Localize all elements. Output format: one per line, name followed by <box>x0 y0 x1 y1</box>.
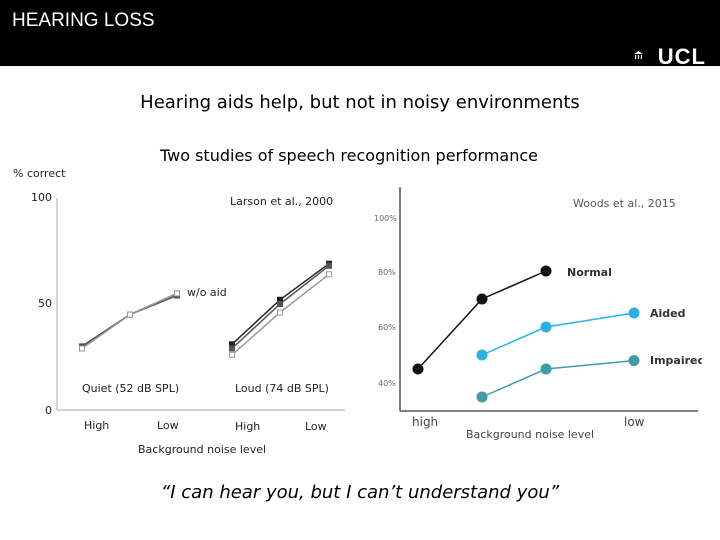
left-series-2-point <box>277 301 283 307</box>
right-ytick-60: 60% <box>378 323 396 332</box>
title-bar: HEARING LOSS UCL <box>0 0 720 69</box>
left-xtick-loud-high: High <box>235 420 261 433</box>
slide-subtitle: Hearing aids help, but not in noisy envi… <box>140 92 580 113</box>
right-xtick-low: low <box>624 415 645 429</box>
left-xtick-quiet-high: High <box>84 419 110 432</box>
right-ytick-100: 100% <box>374 214 397 223</box>
left-xtick-loud-low: Low <box>305 420 327 433</box>
right-series-impaired-point <box>476 391 488 403</box>
left-chart-axes <box>56 198 345 411</box>
left-series-3-point <box>174 290 180 297</box>
right-ytick-40: 40% <box>378 379 396 388</box>
header-title: HEARING LOSS <box>12 10 155 31</box>
right-series-normal-point <box>476 293 488 305</box>
right-series-normal-point <box>540 265 552 277</box>
left-ytick-50: 50 <box>38 297 52 310</box>
left-chart-ylabel: % correct <box>13 167 66 180</box>
left-series-2-line-loud <box>231 265 330 350</box>
left-series-3-point <box>326 271 332 278</box>
left-study-label: Larson et al., 2000 <box>230 195 334 208</box>
left-group-quiet: Quiet (52 dB SPL) <box>82 382 180 395</box>
right-series-normal-point <box>412 363 424 375</box>
left-xtick-quiet-low: Low <box>157 419 179 432</box>
right-xtick-high: high <box>412 415 438 429</box>
right-chart: Woods et al., 2015 100% 80% 60% 40% high… <box>368 183 702 445</box>
right-legend-normal: Normal <box>567 266 612 279</box>
right-series-aided-point <box>476 349 488 361</box>
right-series-aided-point <box>540 321 552 333</box>
right-legend-impaired: Impaired <box>650 354 702 367</box>
left-series-3-point <box>127 311 133 318</box>
left-group-loud: Loud (74 dB SPL) <box>235 382 329 395</box>
left-ytick-100: 100 <box>31 191 52 204</box>
left-series-3-point <box>229 351 235 358</box>
left-ytick-0: 0 <box>45 404 52 417</box>
left-xlabel: Background noise level <box>138 443 267 456</box>
right-chart-background <box>368 183 702 445</box>
right-study-label: Woods et al., 2015 <box>573 197 676 210</box>
left-series-2-point <box>326 262 332 269</box>
right-xlabel: Background noise level <box>466 428 594 441</box>
studies-title: Two studies of speech recognition perfor… <box>160 146 539 165</box>
left-series-3-point <box>277 309 283 316</box>
left-series-3-point <box>79 345 85 352</box>
ucl-portico-icon <box>634 51 643 59</box>
ucl-logo: UCL <box>657 44 706 69</box>
right-series-impaired-point <box>628 355 640 367</box>
right-ytick-80: 80% <box>378 268 396 277</box>
right-legend-aided: Aided <box>650 307 686 320</box>
left-annotation-without-aid: w/o aid <box>187 286 227 299</box>
closing-quote: “I can hear you, but I can’t understand … <box>160 482 560 503</box>
right-series-impaired-point <box>540 363 552 375</box>
right-series-aided-point <box>628 307 640 319</box>
left-series-2-point <box>229 345 235 352</box>
